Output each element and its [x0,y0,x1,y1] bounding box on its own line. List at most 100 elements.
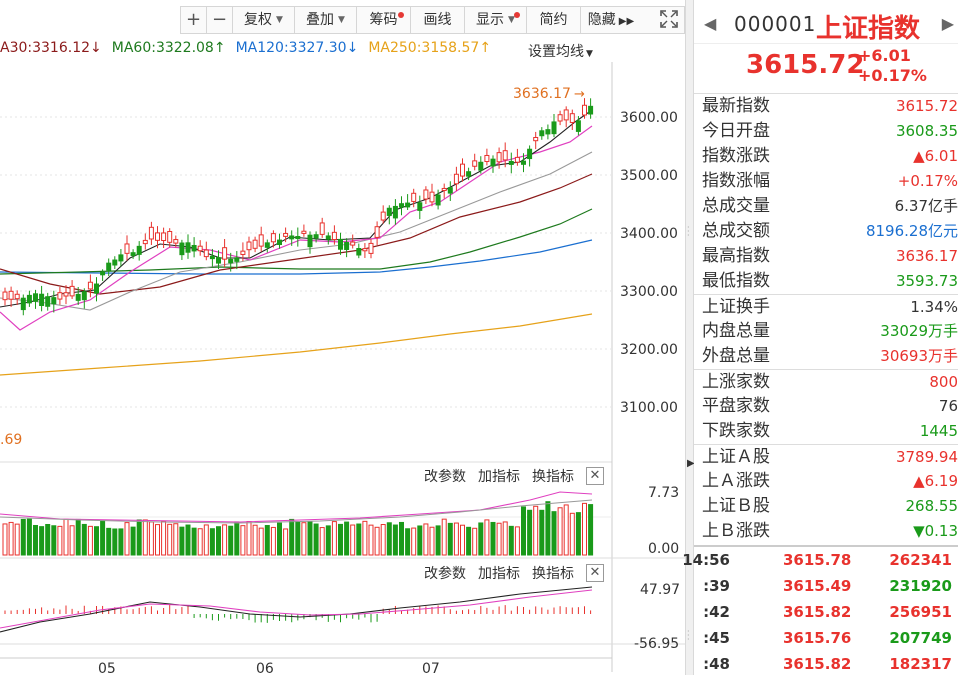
ma-setting-button[interactable]: 设置均线 ▼ [528,44,593,60]
volume-bar [386,522,392,556]
current-price: 3615.72 [746,50,865,80]
volume-bar [270,526,276,556]
volume-bar [112,528,118,556]
sub1-edit-params-button[interactable]: 改参数 [424,469,466,485]
grip-icon: · · · [687,223,690,240]
candle-body [344,242,350,250]
stat-value: 33029万手 [880,322,958,340]
close-icon[interactable]: ✕ [586,467,604,485]
close-icon[interactable]: ✕ [586,564,604,582]
tick-price: 3615.82 [783,655,852,673]
candle-body [527,148,533,160]
sub2-add-indicator-button[interactable]: 加指标 [478,566,520,582]
volume-bar [527,509,533,556]
volume-bar [338,523,343,556]
stat-label: 上证换手 [702,297,770,317]
volume-bar [51,525,57,556]
candle-body [490,158,496,167]
volume-bar [100,520,106,556]
stat-label: 总成交量 [702,196,770,216]
candle-body [124,243,130,254]
volume-bar [490,521,496,556]
hide-button[interactable]: 隐藏 ▶▶ [581,7,641,33]
volume-bar [392,524,398,556]
candle-body [575,120,581,132]
sub1-switch-indicator-button[interactable]: 换指标 [532,469,574,485]
volume-bar [380,524,386,556]
next-stock-icon[interactable]: ▶ [941,14,954,33]
stock-name: 上证指数 [816,14,921,44]
display-label: 显示 [476,12,505,28]
volume-bar [484,519,490,556]
zoom-out-button[interactable]: − [207,7,233,33]
volume-ma2-line [0,499,593,524]
sub1-add-indicator-button[interactable]: 加指标 [478,469,520,485]
volume-bar [344,521,350,556]
sub2-switch-indicator-button[interactable]: 换指标 [532,566,574,582]
volume-bar [588,504,594,556]
volume-bar [185,524,191,556]
quote-stat-row: 上Ａ涨跌 ▲6.19 [694,469,958,494]
tick-price: 3615.49 [783,577,852,595]
stat-label: 上涨家数 [702,372,770,392]
stat-label: 下跌家数 [702,421,770,441]
sub2-edit-params-button[interactable]: 改参数 [424,566,466,582]
display-button[interactable]: 显示 ▼ [465,7,527,33]
candle-body [20,297,26,311]
candle-body [112,259,118,266]
volume-bar [197,528,203,556]
stat-label: 指数涨幅 [702,171,770,191]
draw-line-button[interactable]: 画线 [411,7,465,33]
candle-body [484,154,490,163]
panel-splitter[interactable]: · · · ▶ · · · [685,0,695,675]
y-tick-label: 3600.00 [620,110,678,126]
stat-value: 76 [938,397,958,415]
volume-bar [295,520,301,556]
candle-body [130,252,136,256]
tick-time: 14:56 [682,551,730,569]
arrow-right-icon: → [574,87,585,102]
kline-chart[interactable]: 3600.00 3500.00 3400.00 3300.00 3200.00 … [0,62,685,675]
volume-bar [502,521,508,556]
chips-button[interactable]: 筹码 [357,7,411,33]
zoom-in-button[interactable]: + [181,7,207,33]
prev-stock-icon[interactable]: ◀ [704,14,717,33]
volume-bar [57,525,63,556]
quote-stat-row: 今日开盘 3608.35 [694,119,958,144]
candle-body [8,290,14,300]
quote-panel: ◀ 000001 上证指数 ▶ 3615.72 +6.01 +0.17% 最新指数… [682,0,958,675]
collapse-arrow-icon[interactable]: ▶ [687,458,695,469]
candle-body [270,233,276,243]
candle-body [411,192,417,202]
candle-body [283,232,289,237]
candle-body [51,297,57,305]
candle-body [234,257,240,262]
ma5-line [0,109,593,308]
tick-time: :48 [703,655,730,673]
volume-bar [179,526,185,556]
candle-body [307,234,313,248]
stat-label: 最新指数 [702,96,770,116]
sub2-y-tick: -56.95 [634,636,679,652]
volume-bar [478,522,484,556]
candle-body [368,242,374,254]
volume-bar [26,518,32,556]
tick-volume: 182317 [889,655,952,673]
candle-body [447,187,453,194]
candle-body [399,203,404,208]
volume-bar [533,505,539,556]
adjust-button[interactable]: 复权 ▼ [233,7,295,33]
fullscreen-icon[interactable] [658,8,680,30]
candle-body [14,293,20,300]
volume-bar [106,527,112,556]
y-tick-label: 3300.00 [620,284,678,300]
stat-value: 3789.94 [895,448,958,466]
candle-body [582,104,587,116]
volume-bar [283,528,289,556]
candle-body [435,194,441,206]
simple-button[interactable]: 简约 [527,7,581,33]
candle-body [63,292,69,297]
overlay-button[interactable]: 叠加 ▼ [295,7,357,33]
stat-label: 上证Ｂ股 [702,496,770,516]
candle-body [417,202,423,211]
